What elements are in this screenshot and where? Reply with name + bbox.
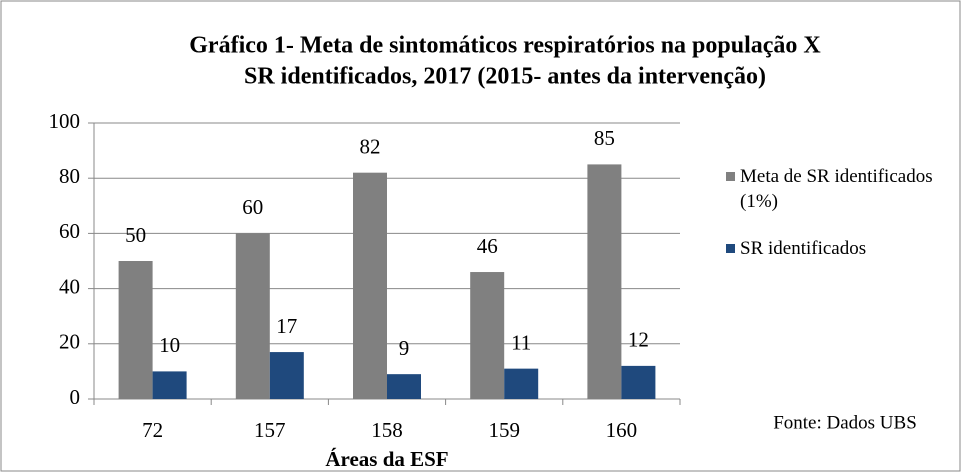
bar <box>353 172 387 399</box>
x-tick-label: 159 <box>488 418 520 442</box>
bar <box>269 352 304 399</box>
y-tick-label: 60 <box>59 219 80 243</box>
y-tick-label: 40 <box>59 274 80 298</box>
bar <box>387 374 421 399</box>
y-tick-label: 100 <box>49 109 81 133</box>
bar <box>470 272 505 399</box>
value-label: 82 <box>360 134 381 158</box>
legend-swatch <box>726 244 735 253</box>
bar <box>118 261 153 399</box>
bar <box>504 368 539 399</box>
x-axis-label: Áreas da ESF <box>325 447 448 471</box>
y-tick-label: 0 <box>70 385 81 409</box>
legend-label: SR identificados <box>740 238 867 259</box>
x-tick-label: 158 <box>371 418 403 442</box>
value-label: 17 <box>276 314 297 338</box>
legend-item: Meta de SR identificados (1%) <box>726 164 962 214</box>
legend-swatch <box>726 172 735 181</box>
bar <box>621 365 656 399</box>
legend: Meta de SR identificados (1%) SR identifi… <box>726 164 962 283</box>
value-label: 11 <box>511 330 531 354</box>
value-label: 9 <box>399 336 410 360</box>
y-tick-label: 20 <box>59 330 80 354</box>
x-tick-label: 160 <box>606 418 638 442</box>
y-tick-label: 80 <box>59 164 80 188</box>
value-label: 10 <box>159 333 180 357</box>
chart-subtitle: SR identificados, 2017 (2015- antes da i… <box>244 64 766 90</box>
value-label: 12 <box>628 328 649 352</box>
bar <box>152 371 187 399</box>
x-tick-label: 157 <box>254 418 286 442</box>
annotation: Fonte: Dados UBS <box>773 412 917 433</box>
legend-item: SR identificados <box>726 236 962 261</box>
value-label: 50 <box>125 223 146 247</box>
x-tick-label: 72 <box>142 418 163 442</box>
value-label: 85 <box>594 126 615 150</box>
value-label: 46 <box>477 234 498 258</box>
legend-label: Meta de SR identificados (1%) <box>740 166 933 212</box>
bar <box>587 164 622 399</box>
chart-title: Gráfico 1- Meta de sintomáticos respirat… <box>189 33 821 59</box>
value-label: 60 <box>242 195 263 219</box>
bar <box>235 233 270 399</box>
